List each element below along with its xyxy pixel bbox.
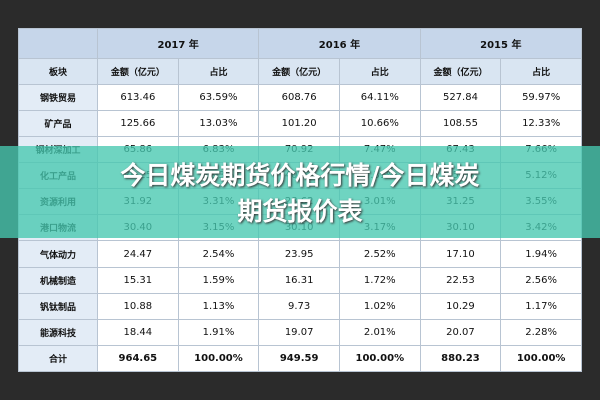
cell: 964.65: [97, 344, 179, 373]
cell: 2.56%: [500, 266, 582, 294]
cell: 22.53: [419, 266, 502, 294]
column-header: 占比: [338, 57, 421, 85]
row-label: 合计: [18, 344, 98, 373]
cell: 2.52%: [338, 240, 421, 268]
cell: 17.10: [419, 240, 502, 268]
cell: 527.84: [419, 83, 502, 112]
cell: 18.44: [97, 318, 179, 346]
data-row: 能源科技 18.44 1.91% 19.07 2.01% 20.07 2.28%: [18, 318, 582, 346]
year-header: 2015 年: [419, 28, 583, 59]
cell: 9.73: [258, 292, 340, 320]
cell: 1.59%: [177, 266, 260, 294]
cell: 1.94%: [500, 240, 582, 268]
column-header: 占比: [500, 57, 582, 85]
row-label: 机械制造: [18, 266, 98, 294]
title-banner: 今日煤炭期货价格行情/今日煤炭 期货报价表: [0, 146, 600, 238]
cell: 100.00%: [177, 344, 260, 373]
cell: 64.11%: [338, 83, 421, 112]
cell: 16.31: [258, 266, 340, 294]
row-label: 矿产品: [18, 109, 98, 138]
cell: 880.23: [419, 344, 502, 373]
cell: 59.97%: [500, 83, 582, 112]
cell: 23.95: [258, 240, 340, 268]
banner-line: 期货报价表: [237, 197, 363, 226]
row-label: 钒钛制品: [18, 292, 98, 320]
cell: 1.91%: [177, 318, 260, 346]
cell: 1.72%: [338, 266, 421, 294]
cell: 10.88: [97, 292, 179, 320]
cell: 125.66: [97, 109, 179, 138]
year-row: 2017 年 2016 年 2015 年: [18, 28, 583, 59]
column-header: 金额（亿元）: [258, 57, 340, 85]
year-header: 2016 年: [258, 28, 421, 59]
column-header: 金额（亿元）: [419, 57, 502, 85]
cell: 15.31: [97, 266, 179, 294]
column-header: 金额（亿元）: [97, 57, 179, 85]
cell: 108.55: [419, 109, 502, 138]
cell: 10.66%: [338, 109, 421, 138]
cell: 20.07: [419, 318, 502, 346]
cell: 10.29: [419, 292, 502, 320]
cell: 1.13%: [177, 292, 260, 320]
year-header: 2017 年: [96, 28, 260, 59]
data-row: 矿产品 125.66 13.03% 101.20 10.66% 108.55 12.33%: [18, 109, 582, 138]
column-header: 板块: [18, 57, 98, 85]
row-label: 能源科技: [18, 318, 98, 346]
banner-line: 今日煤炭期货价格行情/今日煤炭: [120, 161, 480, 190]
cell: 2.28%: [500, 318, 582, 346]
cell: 2.01%: [338, 318, 421, 346]
cell: 24.47: [97, 240, 179, 268]
data-row: 钢铁贸易 613.46 63.59% 608.76 64.11% 527.84 59.97%: [18, 83, 582, 112]
data-row: 机械制造 15.31 1.59% 16.31 1.72% 22.53 2.56%: [18, 266, 582, 294]
cell: 613.46: [97, 83, 179, 112]
data-row: 合计 964.65 100.00% 949.59 100.00% 880.23 100.00…: [18, 344, 582, 373]
cell: 12.33%: [500, 109, 582, 138]
data-row: 钒钛制品 10.88 1.13% 9.73 1.02% 10.29 1.17%: [18, 292, 582, 320]
row-label: 气体动力: [18, 240, 98, 268]
column-row: 板块 金额（亿元） 占比 金额（亿元） 占比 金额（亿元） 占比: [18, 57, 582, 85]
data-row: 气体动力 24.47 2.54% 23.95 2.52% 17.10 1.94%: [18, 240, 582, 268]
cell: 608.76: [258, 83, 340, 112]
cell: 13.03%: [177, 109, 260, 138]
cell: 1.17%: [500, 292, 582, 320]
cell: 949.59: [258, 344, 340, 373]
cell: 19.07: [258, 318, 340, 346]
column-header: 占比: [177, 57, 260, 85]
cell: 2.54%: [177, 240, 260, 268]
cell: 1.02%: [338, 292, 421, 320]
cell: 101.20: [258, 109, 340, 138]
cell: 100.00%: [338, 344, 421, 373]
corner-cell: [18, 28, 98, 59]
cell: 63.59%: [177, 83, 260, 112]
cell: 100.00%: [500, 344, 582, 373]
row-label: 钢铁贸易: [18, 83, 98, 112]
